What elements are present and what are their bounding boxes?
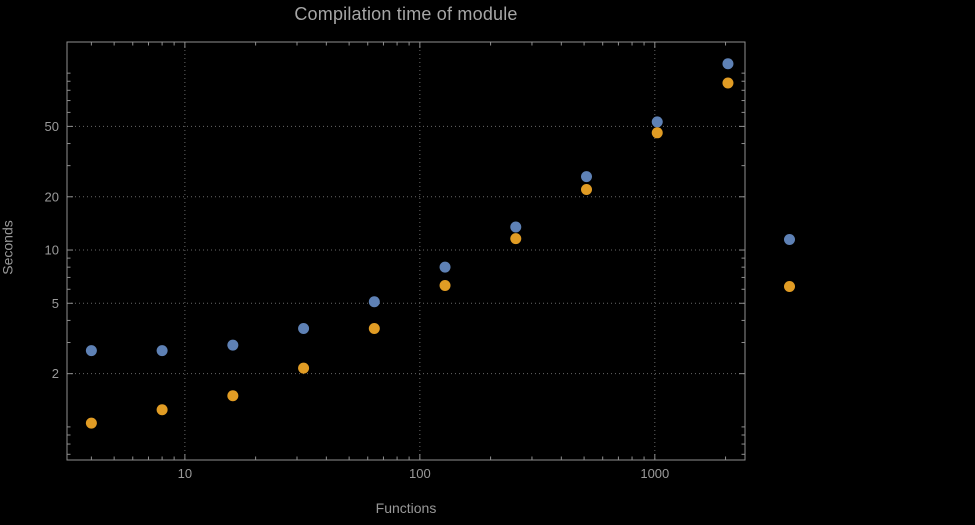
data-point-series-1 bbox=[298, 323, 310, 335]
data-point-series-1 bbox=[85, 345, 97, 357]
data-point-series-1 bbox=[368, 296, 380, 308]
data-point-series-2 bbox=[85, 417, 97, 429]
legend-marker-series-1 bbox=[784, 234, 795, 245]
data-point-series-2 bbox=[298, 362, 310, 374]
data-point-series-2 bbox=[439, 280, 451, 292]
data-point-series-2 bbox=[722, 77, 734, 89]
x-tick-label: 100 bbox=[409, 466, 431, 481]
y-tick-label: 20 bbox=[45, 189, 59, 204]
data-point-series-1 bbox=[510, 221, 522, 233]
data-point-series-2 bbox=[510, 233, 522, 245]
data-point-series-2 bbox=[581, 183, 593, 195]
data-point-series-1 bbox=[227, 339, 239, 351]
data-point-series-2 bbox=[368, 323, 380, 335]
y-tick-label: 2 bbox=[52, 366, 59, 381]
data-point-series-2 bbox=[227, 390, 239, 402]
y-tick-label: 10 bbox=[45, 243, 59, 258]
data-point-series-2 bbox=[651, 127, 663, 139]
data-point-series-1 bbox=[581, 171, 593, 183]
legend-marker-series-2 bbox=[784, 281, 795, 292]
y-axis-label: Seconds bbox=[0, 220, 16, 275]
x-tick-label: 10 bbox=[178, 466, 192, 481]
data-point-series-1 bbox=[651, 116, 663, 128]
data-point-series-1 bbox=[439, 261, 451, 273]
x-axis-label: Functions bbox=[375, 500, 437, 516]
chart-title: Compilation time of module bbox=[294, 4, 518, 24]
legend bbox=[784, 234, 795, 292]
y-tick-label: 5 bbox=[52, 296, 59, 311]
x-tick-label: 1000 bbox=[640, 466, 669, 481]
data-point-series-1 bbox=[722, 58, 734, 70]
data-point-series-1 bbox=[156, 345, 168, 357]
data-point-series-2 bbox=[156, 404, 168, 416]
y-tick-label: 50 bbox=[45, 119, 59, 134]
plot-frame bbox=[66, 41, 746, 461]
